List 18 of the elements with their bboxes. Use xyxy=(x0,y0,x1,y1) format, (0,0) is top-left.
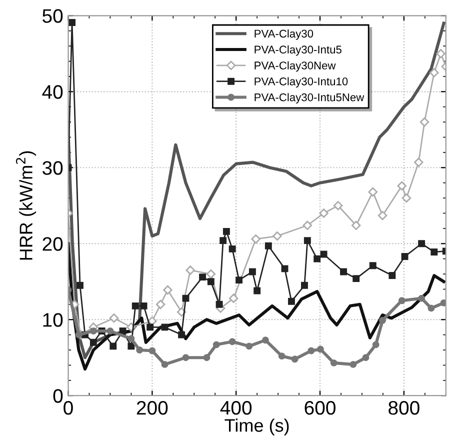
x-tick-label: 800 xyxy=(388,400,420,415)
y-tick-label: 10 xyxy=(43,313,63,327)
x-tick-label: 600 xyxy=(304,400,336,415)
legend-label: PVA-Clay30New xyxy=(254,61,336,72)
x-tick-label: 0 xyxy=(64,400,73,415)
legend-label: PVA-Clay30-Intu5 xyxy=(254,45,342,56)
y-tick-label: 20 xyxy=(42,237,63,251)
y-axis-title: HRR (kW/m$^{2}$) xyxy=(16,151,36,260)
y-tick-label: 30 xyxy=(42,161,63,175)
x-axis-title: Time (s) xyxy=(224,418,289,436)
y-tick-label: 0 xyxy=(53,389,63,403)
x-tick-label: 400 xyxy=(220,400,252,415)
y-tick-label: 50 xyxy=(42,9,63,23)
legend-label: PVA-Clay30 xyxy=(254,29,314,40)
y-tick-label: 40 xyxy=(42,85,63,99)
legend-label: PVA-Clay30-Intu10 xyxy=(254,77,348,88)
legend-label: PVA-Clay30-Intu5New xyxy=(254,93,364,104)
x-tick-label: 200 xyxy=(136,400,168,415)
